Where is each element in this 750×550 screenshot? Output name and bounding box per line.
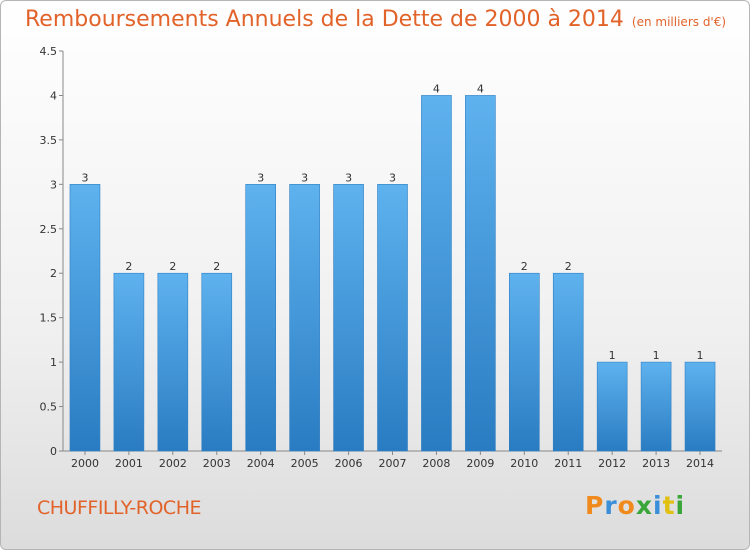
brand-logo: Proxiti	[585, 491, 685, 520]
bar-value-label: 2	[125, 260, 132, 273]
bar-value-label: 3	[345, 171, 352, 184]
bar	[245, 184, 276, 452]
bar	[201, 272, 233, 452]
bar-value-label: 1	[653, 349, 660, 362]
y-tick-label: 4	[50, 89, 57, 102]
commune-name: CHUFFILLY-ROCHE	[37, 497, 202, 519]
chart-subtitle: (en milliers d'€)	[631, 15, 727, 29]
y-tick-label: 1.5	[40, 312, 58, 325]
brand-logo-letter: r	[604, 491, 618, 520]
bar-value-label: 2	[565, 260, 572, 273]
bar	[596, 361, 628, 452]
x-tick-label: 2000	[71, 457, 99, 470]
bar-value-label: 3	[301, 171, 308, 184]
bar	[289, 184, 320, 452]
bar	[333, 184, 364, 452]
x-tick-label: 2011	[554, 457, 582, 470]
bar	[640, 361, 672, 452]
bar-value-label: 3	[389, 171, 396, 184]
y-tick-label: 3.5	[40, 134, 58, 147]
x-tick-label: 2010	[510, 457, 538, 470]
brand-logo-letter: P	[585, 491, 605, 520]
x-tick-label: 2006	[335, 457, 363, 470]
brand-logo-letter: i	[653, 491, 663, 520]
brand-logo-letter: x	[635, 491, 653, 520]
x-tick-label: 2005	[291, 457, 319, 470]
x-tick-label: 2013	[642, 457, 670, 470]
x-tick-label: 2004	[247, 457, 275, 470]
brand-logo-letter: i	[675, 491, 686, 520]
chart-title-block: Remboursements Annuels de la Dette de 20…	[25, 7, 726, 32]
bar	[465, 95, 496, 452]
y-tick-label: 0.5	[40, 401, 58, 414]
bar	[377, 184, 408, 452]
y-tick-label: 3	[50, 178, 57, 191]
bar	[421, 95, 452, 452]
bar-value-label: 1	[609, 349, 616, 362]
bar	[113, 272, 145, 452]
bar-value-label: 3	[81, 171, 88, 184]
brand-logo-letter: o	[617, 491, 636, 520]
x-tick-label: 2009	[466, 457, 494, 470]
y-tick-label: 2	[50, 267, 57, 280]
bar-value-label: 4	[477, 82, 484, 95]
chart-title: Remboursements Annuels de la Dette de 20…	[25, 7, 624, 32]
bar	[157, 272, 189, 452]
y-tick-label: 2.5	[40, 223, 58, 236]
bar	[684, 361, 716, 452]
bar-value-label: 1	[697, 349, 704, 362]
y-tick-label: 1	[50, 356, 57, 369]
y-tick-label: 4.5	[40, 45, 58, 58]
bar-value-label: 3	[257, 171, 264, 184]
bar	[69, 184, 101, 452]
y-tick-label: 0	[50, 445, 57, 458]
bar	[508, 272, 540, 452]
bar-value-label: 2	[213, 260, 220, 273]
x-tick-label: 2007	[379, 457, 407, 470]
brand-logo-letter: t	[662, 491, 676, 520]
x-tick-label: 2002	[159, 457, 187, 470]
bar-value-label: 2	[521, 260, 528, 273]
x-tick-label: 2012	[598, 457, 626, 470]
x-tick-label: 2003	[203, 457, 231, 470]
bar-value-label: 4	[433, 82, 440, 95]
x-tick-label: 2014	[686, 457, 714, 470]
bar-value-label: 2	[169, 260, 176, 273]
bar	[552, 272, 584, 452]
x-tick-label: 2001	[115, 457, 143, 470]
x-tick-label: 2008	[422, 457, 450, 470]
